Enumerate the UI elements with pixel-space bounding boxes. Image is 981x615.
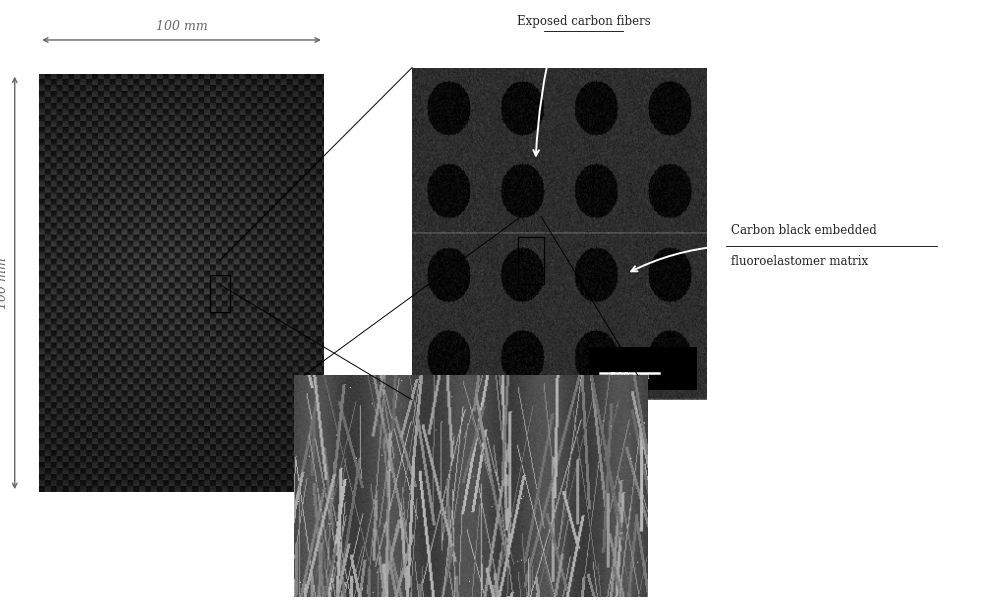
Bar: [518, 237, 544, 284]
Bar: [210, 274, 230, 312]
Text: 100 mm: 100 mm: [0, 257, 10, 309]
Text: 500 μm: 500 μm: [610, 373, 649, 381]
Text: Carbon black embedded: Carbon black embedded: [731, 224, 877, 237]
Bar: [589, 347, 697, 390]
Text: Exposed carbon fibers: Exposed carbon fibers: [517, 15, 650, 28]
Text: 100 mm: 100 mm: [156, 20, 207, 33]
Text: fluoroelastomer matrix: fluoroelastomer matrix: [731, 255, 868, 268]
